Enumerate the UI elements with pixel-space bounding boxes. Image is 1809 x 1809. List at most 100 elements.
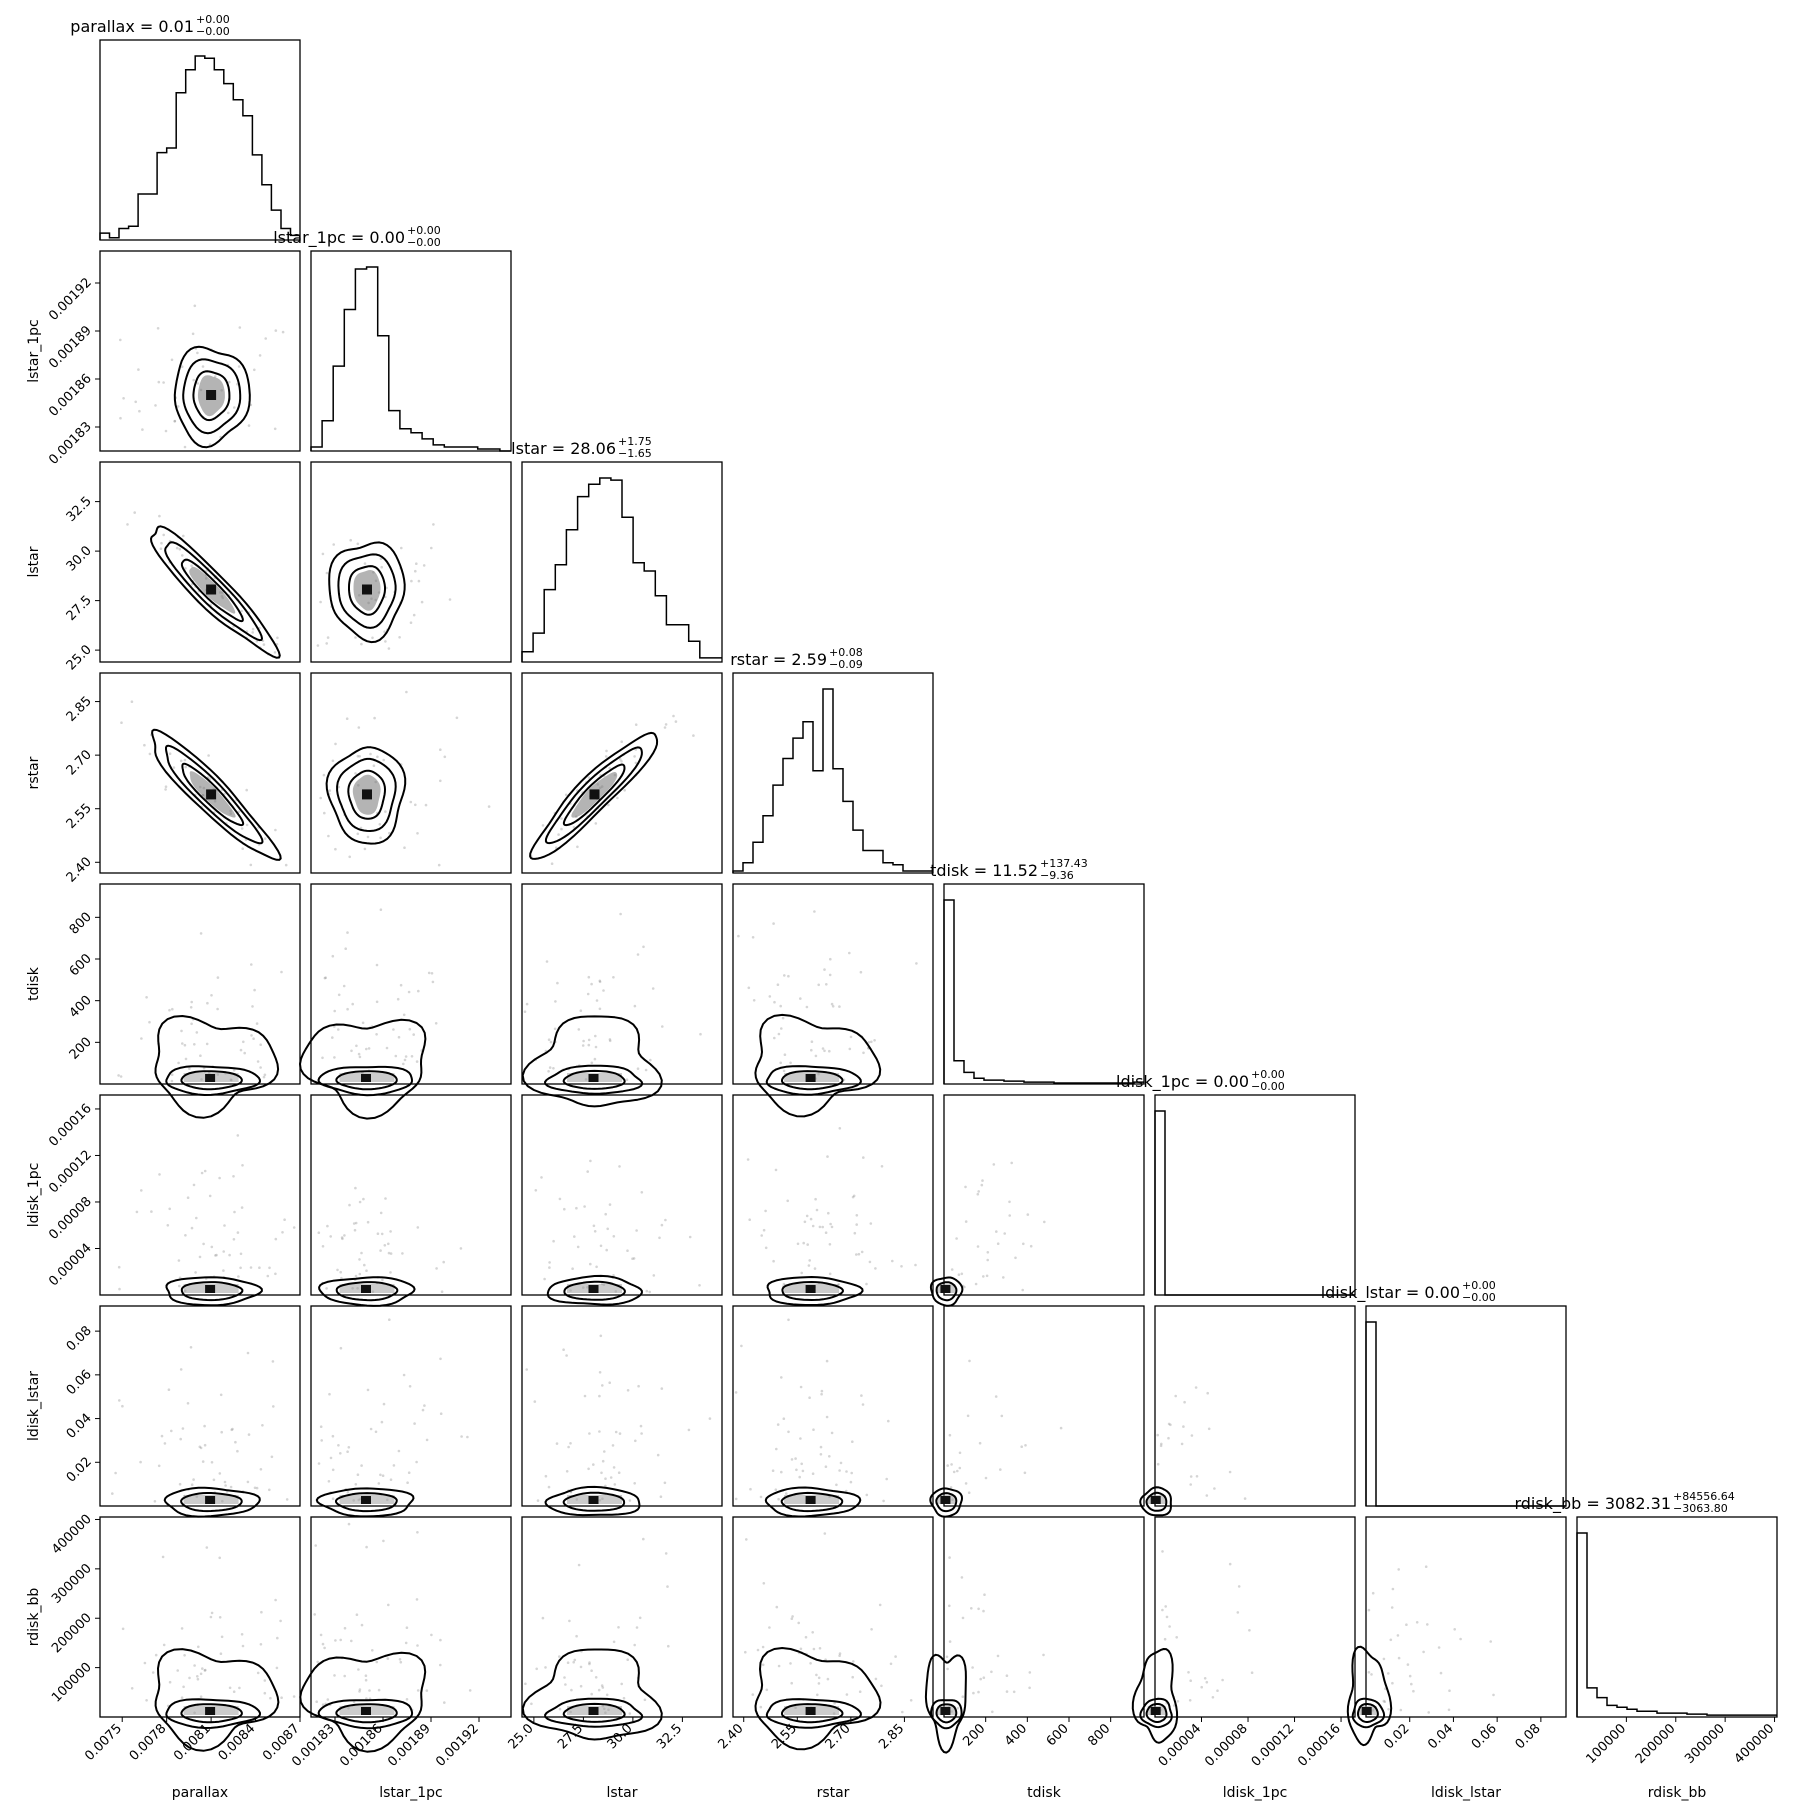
scatter-point (777, 1664, 781, 1668)
scatter-point (570, 1688, 573, 1692)
scatter-point (1383, 1700, 1387, 1703)
scatter-point (795, 1468, 798, 1472)
scatter-point (651, 987, 655, 990)
panel-frame (310, 461, 512, 663)
scatter-point (525, 1368, 528, 1371)
scatter-point (333, 1056, 336, 1059)
panel-frame (1154, 1516, 1356, 1718)
scatter-points (945, 1556, 1045, 1714)
scatter-point (946, 1464, 949, 1467)
scatter-point (572, 1660, 575, 1664)
scatter-point (781, 1016, 785, 1020)
scatter-point (1164, 1605, 1167, 1608)
scatter-point (628, 1712, 632, 1715)
scatter-point (698, 1284, 701, 1287)
scatter-point (359, 826, 363, 830)
y-tick-label: 200 (67, 1035, 95, 1063)
scatter-point (774, 1168, 778, 1172)
panel-rdisk_bb-vs-ldisk_lstar (1346, 1516, 1567, 1747)
title-eq: = (346, 228, 370, 247)
contour (562, 1069, 626, 1090)
panel-frame (310, 672, 512, 874)
scatter-point (948, 1604, 951, 1608)
scatter-point (424, 803, 428, 807)
scatter-point (280, 970, 283, 974)
scatter-point (425, 1689, 429, 1692)
scatter-point (259, 1066, 262, 1069)
scatter-point (218, 1556, 221, 1560)
scatter-point (565, 1354, 568, 1357)
scatter-point (315, 1700, 319, 1703)
scatter-point (826, 1155, 829, 1158)
scatter-point (948, 1556, 951, 1559)
y-axis-label: rstar (26, 756, 42, 789)
scatter-point (350, 1639, 353, 1643)
scatter-point (801, 1469, 805, 1473)
scatter-point (415, 1460, 418, 1464)
scatter-point (416, 1226, 420, 1229)
scatter-point (190, 1022, 193, 1026)
x-tick-label: 0.06 (1469, 1721, 1500, 1752)
scatter-point (1228, 1470, 1232, 1474)
scatter-point (564, 1683, 567, 1686)
scatter-point (459, 1247, 463, 1250)
scatter-point (687, 1428, 691, 1432)
scatter-point (579, 1665, 583, 1669)
scatter-point (590, 982, 593, 986)
scatter-point (1165, 1615, 1169, 1619)
scatter-point (977, 1607, 980, 1611)
scatter-point (818, 1647, 822, 1650)
panel-ldisk_lstar-vs-ldisk_1pc (1139, 1305, 1356, 1517)
density-peak (1150, 1707, 1161, 1715)
scatter-point (773, 1000, 776, 1004)
scatter-point (799, 1647, 803, 1651)
scatter-point (328, 1392, 331, 1396)
scatter-point (808, 1396, 811, 1399)
scatter-point (252, 1037, 255, 1040)
contour (180, 1703, 243, 1724)
scatter-points (121, 1546, 296, 1715)
scatter-point (1228, 1562, 1232, 1566)
scatter-point (228, 1253, 231, 1257)
scatter-point (219, 1393, 223, 1397)
scatter-point (246, 1480, 250, 1484)
scatter-point (425, 1438, 429, 1442)
panel-rdisk_bb-vs-lstar_1pc (299, 1516, 512, 1753)
scatter-point (828, 1455, 831, 1458)
scatter-point (379, 1211, 383, 1215)
scatter-point (212, 1478, 216, 1482)
scatter-point (648, 1290, 651, 1294)
scatter-point (423, 1404, 426, 1407)
scatter-point (1387, 1672, 1390, 1675)
scatter-point (269, 1696, 272, 1700)
panel-frame (310, 1305, 512, 1507)
scatter-point (353, 1228, 357, 1232)
scatter-point (597, 1688, 601, 1692)
panel-ldisk_1pc-vs-lstar_1pc (310, 1094, 512, 1307)
density-peak (361, 1285, 371, 1293)
contour (754, 1013, 882, 1118)
scatter-points (946, 1359, 1063, 1501)
scatter-point (249, 863, 253, 867)
scatter-point (751, 936, 755, 939)
scatter-point (406, 1481, 409, 1484)
scatter-points (111, 1346, 289, 1503)
scatter-point (206, 1001, 209, 1005)
scatter-point (1207, 1427, 1211, 1431)
scatter-point (635, 1626, 639, 1629)
contour (529, 731, 659, 860)
scatter-point (173, 420, 176, 423)
scatter-point (626, 1249, 629, 1252)
title-rdisk_bb: rdisk_bb = 3082.31 +84556.64−3063.80 (1514, 1490, 1734, 1515)
scatter-point (218, 1472, 222, 1475)
scatter-point (523, 1010, 527, 1013)
density-peak (588, 1707, 599, 1715)
contour (781, 1703, 844, 1724)
scatter-point (281, 330, 285, 334)
scatter-point (241, 847, 244, 850)
scatter-point (829, 957, 832, 961)
scatter-point (256, 1060, 260, 1063)
scatter-point (860, 1250, 864, 1254)
density-peak (205, 1496, 216, 1504)
contour (165, 744, 264, 845)
